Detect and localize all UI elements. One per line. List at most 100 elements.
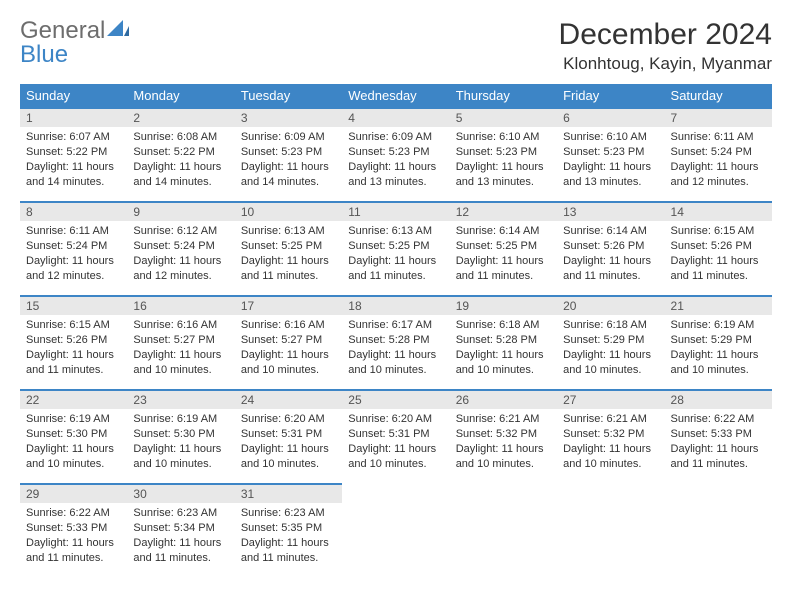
daylight-text: Daylight: 11 hours and 12 minutes. <box>133 254 228 284</box>
sunrise-text: Sunrise: 6:21 AM <box>563 412 658 427</box>
calendar-cell: 22Sunrise: 6:19 AMSunset: 5:30 PMDayligh… <box>20 389 127 483</box>
day-body: Sunrise: 6:18 AMSunset: 5:29 PMDaylight:… <box>557 315 664 381</box>
day-body: Sunrise: 6:13 AMSunset: 5:25 PMDaylight:… <box>235 221 342 287</box>
daylight-text: Daylight: 11 hours and 10 minutes. <box>671 348 766 378</box>
daylight-text: Daylight: 11 hours and 10 minutes. <box>456 442 551 472</box>
day-number: 28 <box>665 389 772 409</box>
weekday-header: Thursday <box>450 84 557 107</box>
calendar-cell: 11Sunrise: 6:13 AMSunset: 5:25 PMDayligh… <box>342 201 449 295</box>
calendar-row: 22 Sunrise: 6:19 AM Sunset: 5:30 PM Dayligh… <box>20 389 772 483</box>
daylight-text: Daylight: 11 hours and 13 minutes. <box>563 160 658 190</box>
daylight-text: Daylight: 11 hours and 11 minutes. <box>241 254 336 284</box>
day-body: Sunrise: 6:16 AMSunset: 5:27 PMDaylight:… <box>235 315 342 381</box>
sunset-text: Sunset: 5:32 PM <box>563 427 658 442</box>
daylight-text: Daylight: 11 hours and 11 minutes. <box>456 254 551 284</box>
sunrise-text: Sunrise: 6:07 AM <box>26 130 121 145</box>
title-block: December 2024 Klonhtoug, Kayin, Myanmar <box>559 18 772 74</box>
sunrise-text: Sunrise: 6:10 AM <box>456 130 551 145</box>
sunset-text: Sunset: 5:29 PM <box>671 333 766 348</box>
calendar-cell: 10Sunrise: 6:13 AMSunset: 5:25 PMDayligh… <box>235 201 342 295</box>
sunset-text: Sunset: 5:35 PM <box>241 521 336 536</box>
daylight-text: Daylight: 11 hours and 14 minutes. <box>26 160 121 190</box>
sunset-text: Sunset: 5:22 PM <box>133 145 228 160</box>
day-body: Sunrise: 6:22 AMSunset: 5:33 PMDaylight:… <box>20 503 127 569</box>
day-number: 22 <box>20 389 127 409</box>
day-number: 12 <box>450 201 557 221</box>
calendar-cell <box>557 483 664 577</box>
sunset-text: Sunset: 5:23 PM <box>348 145 443 160</box>
calendar-cell: 15Sunrise: 6:15 AMSunset: 5:26 PMDayligh… <box>20 295 127 389</box>
daylight-text: Daylight: 11 hours and 10 minutes. <box>563 442 658 472</box>
calendar-cell: 26Sunrise: 6:21 AMSunset: 5:32 PMDayligh… <box>450 389 557 483</box>
day-number: 24 <box>235 389 342 409</box>
day-body: Sunrise: 6:14 AMSunset: 5:25 PMDaylight:… <box>450 221 557 287</box>
daylight-text: Daylight: 11 hours and 11 minutes. <box>26 348 121 378</box>
sunset-text: Sunset: 5:27 PM <box>133 333 228 348</box>
daylight-text: Daylight: 11 hours and 11 minutes. <box>348 254 443 284</box>
day-number: 19 <box>450 295 557 315</box>
brand-part2: Blue <box>20 43 129 67</box>
day-number: 7 <box>665 107 772 127</box>
sunrise-text: Sunrise: 6:19 AM <box>671 318 766 333</box>
day-body: Sunrise: 6:19 AMSunset: 5:29 PMDaylight:… <box>665 315 772 381</box>
weekday-header: Friday <box>557 84 664 107</box>
calendar-cell: 27 Sunrise: 6:21 AMSunset: 5:32 PMDayligh… <box>557 389 664 483</box>
sunset-text: Sunset: 5:30 PM <box>26 427 121 442</box>
calendar-cell: 23Sunrise: 6:19 AMSunset: 5:30 PMDayligh… <box>127 389 234 483</box>
daylight-text: Daylight: 11 hours and 10 minutes. <box>563 348 658 378</box>
sunrise-text: Sunrise: 6:22 AM <box>26 506 121 521</box>
sunrise-text: Sunrise: 6:10 AM <box>563 130 658 145</box>
sunset-text: Sunset: 5:26 PM <box>671 239 766 254</box>
day-body: Sunrise: 6:14 AMSunset: 5:26 PMDaylight:… <box>557 221 664 287</box>
daylight-text: Daylight: 11 hours and 14 minutes. <box>133 160 228 190</box>
sunrise-text: Sunrise: 6:19 AM <box>133 412 228 427</box>
day-number: 6 <box>557 107 664 127</box>
weekday-header-row: Sunday Monday Tuesday Wednesday Thursday… <box>20 84 772 107</box>
day-body: Sunrise: 6:21 AMSunset: 5:32 PMDaylight:… <box>450 409 557 475</box>
sunrise-text: Sunrise: 6:11 AM <box>26 224 121 239</box>
sunset-text: Sunset: 5:32 PM <box>456 427 551 442</box>
calendar-cell: 6Sunrise: 6:10 AMSunset: 5:23 PMDaylight… <box>557 107 664 201</box>
day-body: Sunrise: 6:09 AMSunset: 5:23 PMDaylight:… <box>235 127 342 193</box>
day-body: Sunrise: 6:13 AMSunset: 5:25 PMDaylight:… <box>342 221 449 287</box>
day-body: Sunrise: 6:12 AMSunset: 5:24 PMDaylight:… <box>127 221 234 287</box>
calendar-cell: 20Sunrise: 6:18 AMSunset: 5:29 PMDayligh… <box>557 295 664 389</box>
calendar-cell: 14Sunrise: 6:15 AMSunset: 5:26 PMDayligh… <box>665 201 772 295</box>
sunset-text: Sunset: 5:26 PM <box>26 333 121 348</box>
daylight-text: Daylight: 11 hours and 11 minutes. <box>241 536 336 566</box>
brand-logo: General Blue <box>20 18 129 67</box>
calendar-cell: 3Sunrise: 6:09 AMSunset: 5:23 PMDaylight… <box>235 107 342 201</box>
day-number: 31 <box>235 483 342 503</box>
calendar-cell: 28Sunrise: 6:22 AMSunset: 5:33 PMDayligh… <box>665 389 772 483</box>
calendar-cell: 9Sunrise: 6:12 AMSunset: 5:24 PMDaylight… <box>127 201 234 295</box>
calendar-cell: 21Sunrise: 6:19 AMSunset: 5:29 PMDayligh… <box>665 295 772 389</box>
calendar-cell: 29Sunrise: 6:22 AMSunset: 5:33 PMDayligh… <box>20 483 127 577</box>
sunrise-text: Sunrise: 6:18 AM <box>456 318 551 333</box>
calendar-cell: 12Sunrise: 6:14 AMSunset: 5:25 PMDayligh… <box>450 201 557 295</box>
sunrise-text: Sunrise: 6:23 AM <box>241 506 336 521</box>
calendar-cell: 19Sunrise: 6:18 AMSunset: 5:28 PMDayligh… <box>450 295 557 389</box>
sunset-text: Sunset: 5:24 PM <box>26 239 121 254</box>
daylight-text: Daylight: 11 hours and 12 minutes. <box>26 254 121 284</box>
sunrise-text: Sunrise: 6:16 AM <box>241 318 336 333</box>
daylight-text: Daylight: 11 hours and 10 minutes. <box>133 442 228 472</box>
calendar-cell: 2Sunrise: 6:08 AMSunset: 5:22 PMDaylight… <box>127 107 234 201</box>
calendar-cell <box>342 483 449 577</box>
daylight-text: Daylight: 11 hours and 10 minutes. <box>456 348 551 378</box>
day-number: 3 <box>235 107 342 127</box>
day-number: 14 <box>665 201 772 221</box>
weekday-header: Sunday <box>20 84 127 107</box>
sunset-text: Sunset: 5:24 PM <box>671 145 766 160</box>
daylight-text: Daylight: 11 hours and 11 minutes. <box>26 536 121 566</box>
daylight-text: Daylight: 11 hours and 11 minutes. <box>133 536 228 566</box>
calendar-cell: 31Sunrise: 6:23 AMSunset: 5:35 PMDayligh… <box>235 483 342 577</box>
day-body: Sunrise: 6:23 AMSunset: 5:35 PMDaylight:… <box>235 503 342 569</box>
sunset-text: Sunset: 5:34 PM <box>133 521 228 536</box>
sunset-text: Sunset: 5:28 PM <box>348 333 443 348</box>
day-number: 30 <box>127 483 234 503</box>
sunrise-text: Sunrise: 6:09 AM <box>241 130 336 145</box>
calendar-cell <box>450 483 557 577</box>
day-number: 11 <box>342 201 449 221</box>
day-number: 27 <box>557 389 664 409</box>
day-body: Sunrise: 6:16 AMSunset: 5:27 PMDaylight:… <box>127 315 234 381</box>
